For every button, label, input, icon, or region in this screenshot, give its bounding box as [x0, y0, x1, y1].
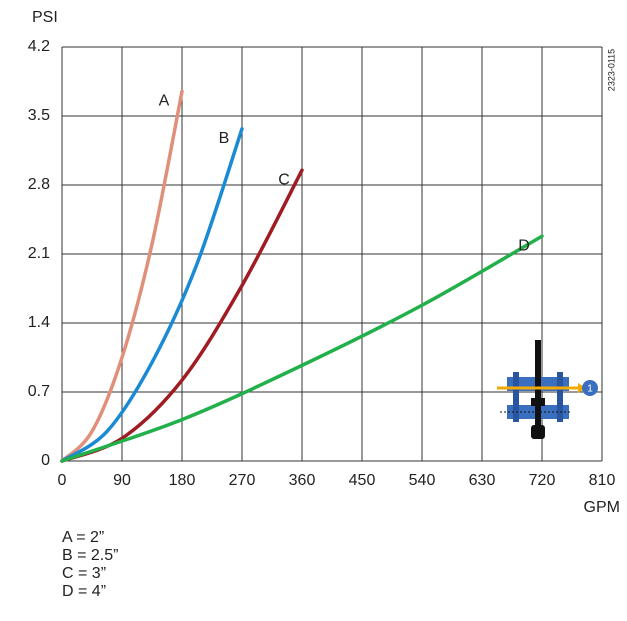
- curve: [62, 129, 242, 461]
- icon-label: 1: [587, 384, 593, 395]
- x-tick-label: 180: [169, 472, 196, 489]
- y-tick-label: 2.1: [28, 245, 50, 262]
- x-tick-label: 630: [469, 472, 496, 489]
- y-tick-label: 2.8: [28, 176, 50, 193]
- y-tick-label: 4.2: [28, 38, 50, 55]
- curve-label: B: [219, 130, 230, 147]
- chart: PSI GPM 2323-0115 1 0 0.7 1.4 2.1 2.8 3.5 4.2 0…: [0, 0, 627, 621]
- x-axis-label: GPM: [584, 499, 620, 516]
- note: A = 2”: [62, 529, 104, 546]
- x-tick-label: 0: [58, 472, 67, 489]
- x-tick-label: 270: [229, 472, 256, 489]
- curve-label: D: [518, 237, 530, 254]
- x-tick-label: 540: [409, 472, 436, 489]
- note: D = 4”: [62, 583, 106, 600]
- curve-label: C: [278, 171, 290, 188]
- figure-id: 2323-0115: [606, 49, 616, 91]
- valve-icon: 1: [497, 340, 598, 439]
- y-tick-label: 3.5: [28, 107, 50, 124]
- note: C = 3”: [62, 565, 106, 582]
- curve-label: A: [159, 93, 170, 110]
- y-tick-label: 0.7: [28, 383, 50, 400]
- note: B = 2.5”: [62, 547, 118, 564]
- x-tick-label: 810: [589, 472, 616, 489]
- x-tick-label: 360: [289, 472, 316, 489]
- x-tick-label: 90: [113, 472, 131, 489]
- y-axis-label: PSI: [32, 9, 58, 26]
- y-tick-label: 0: [41, 452, 50, 469]
- x-tick-label: 450: [349, 472, 376, 489]
- y-tick-label: 1.4: [28, 314, 50, 331]
- x-tick-label: 720: [529, 472, 556, 489]
